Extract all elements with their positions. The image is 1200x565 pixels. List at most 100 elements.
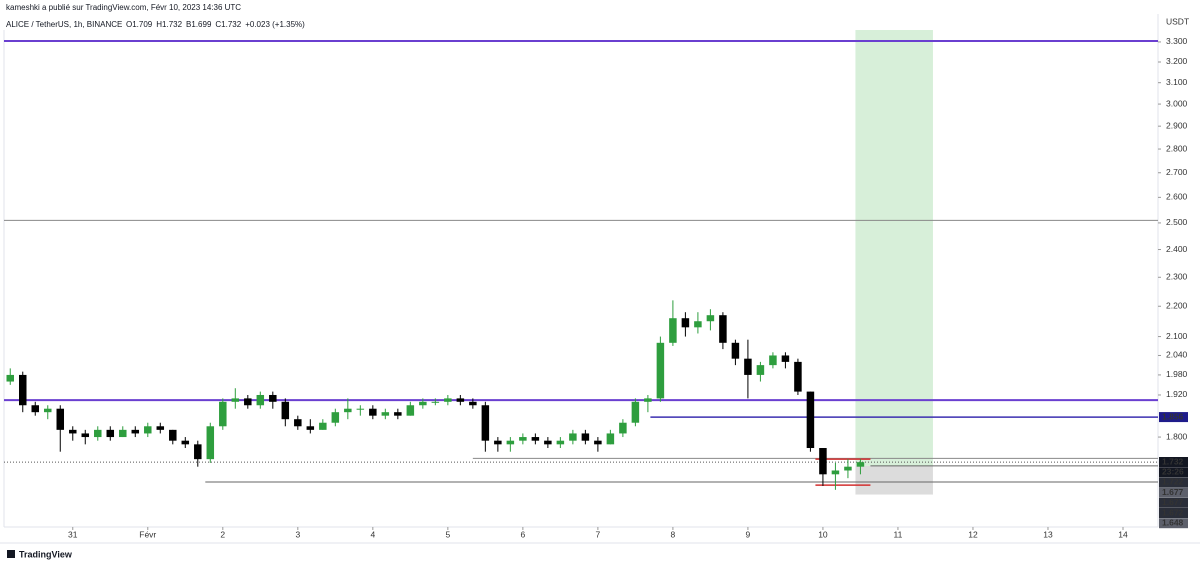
candle-body xyxy=(181,440,190,445)
ohlc-legend: O1.709 xyxy=(126,20,153,29)
candle-body xyxy=(444,398,452,402)
x-tick-label: 2 xyxy=(220,529,225,539)
publisher: kameshki a publié sur TradingView.com, F… xyxy=(6,3,241,12)
price-label-box xyxy=(1159,412,1188,423)
candle-body xyxy=(781,355,790,362)
ohlc-legend: B1.699 xyxy=(186,20,212,29)
candle-body xyxy=(431,401,440,403)
candle-body xyxy=(706,315,715,322)
candle-body xyxy=(31,405,40,413)
candle-body xyxy=(369,408,377,416)
ohlc-legend: +0.023 (+1.35%) xyxy=(245,20,305,29)
price-label: 23:26 xyxy=(1162,466,1184,476)
ohlc-legend: H1.732 xyxy=(156,20,182,29)
price-label: 1.856 xyxy=(1162,411,1184,421)
x-tick-label: 13 xyxy=(1043,529,1053,539)
candle-body xyxy=(731,342,740,359)
candle-body xyxy=(256,394,265,406)
x-tick-label: 3 xyxy=(295,529,300,539)
y-tick-label: 2.800 xyxy=(1166,143,1188,153)
x-tick-label: 11 xyxy=(894,529,903,539)
price-label: 1.732 xyxy=(1162,456,1184,466)
candle-body xyxy=(144,426,152,434)
candle-body xyxy=(269,394,277,402)
x-tick-label: 6 xyxy=(520,529,525,539)
x-tick-label: 14 xyxy=(1118,529,1128,539)
candle-body xyxy=(419,401,427,406)
candle-body xyxy=(81,433,90,438)
y-tick-label: 2.300 xyxy=(1166,272,1188,282)
profit-zone xyxy=(855,30,933,466)
candle-body xyxy=(769,355,777,366)
candle-body xyxy=(606,433,615,445)
x-tick-label: 12 xyxy=(968,529,978,539)
candle-body xyxy=(394,412,402,416)
candle-body xyxy=(244,398,252,406)
candle-body xyxy=(381,412,390,416)
candle-body xyxy=(656,342,665,399)
y-tick-label: 2.500 xyxy=(1166,217,1188,227)
candle-body xyxy=(194,444,202,460)
candle-body xyxy=(406,405,415,416)
candle-body xyxy=(806,391,815,449)
y-tick-label: 1.920 xyxy=(1166,389,1188,399)
candle-body xyxy=(481,405,490,441)
x-tick-label: 4 xyxy=(370,529,375,539)
candle-body xyxy=(206,426,215,460)
y-tick-label: 3.300 xyxy=(1166,36,1188,46)
y-tick-label: 1.980 xyxy=(1166,369,1188,379)
candle-body xyxy=(681,318,690,328)
candle-body xyxy=(281,401,290,420)
candle-body xyxy=(56,408,65,430)
candle-body xyxy=(719,315,727,343)
x-tick-label: 10 xyxy=(818,529,828,539)
candle-body xyxy=(356,408,365,410)
brand-logo xyxy=(7,550,15,558)
price-label: 1.677 xyxy=(1162,497,1184,507)
price-label-box xyxy=(1159,467,1188,478)
candle-body xyxy=(644,398,652,402)
candle-body xyxy=(119,429,127,438)
symbol-title: ALICE / TetherUS, 1h, BINANCE xyxy=(6,20,122,29)
candle-body xyxy=(569,433,577,441)
candle-body xyxy=(844,466,852,471)
candle-body xyxy=(231,398,240,402)
candle-body xyxy=(169,429,177,441)
y-tick-label: 3.000 xyxy=(1166,98,1188,108)
y-tick-label: 2.100 xyxy=(1166,331,1188,341)
candle-body xyxy=(331,412,340,423)
y-tick-label: 2.600 xyxy=(1166,192,1188,202)
candle-body xyxy=(19,374,27,406)
candle-body xyxy=(319,422,327,430)
candle-body xyxy=(619,422,627,434)
candle-body xyxy=(94,429,102,438)
candle-body xyxy=(831,470,840,475)
candle-body xyxy=(6,374,15,382)
candle-body xyxy=(519,437,527,441)
candle-body xyxy=(631,401,640,423)
x-tick-label: 7 xyxy=(596,529,601,539)
candle-body xyxy=(131,429,140,434)
y-tick-label: 3.100 xyxy=(1166,77,1188,87)
candle-body xyxy=(506,440,515,445)
brand: TradingView xyxy=(19,549,73,559)
x-tick-label: 5 xyxy=(445,529,450,539)
x-tick-label: 31 xyxy=(68,529,78,539)
price-label-box xyxy=(1159,457,1188,467)
candle-body xyxy=(856,462,865,467)
candle-body xyxy=(819,448,827,475)
y-tick-label: 2.400 xyxy=(1166,244,1188,254)
candle-body xyxy=(156,426,165,430)
y-tick-label: 3.200 xyxy=(1166,56,1188,66)
candle-body xyxy=(494,440,502,445)
x-tick-label: 9 xyxy=(746,529,751,539)
candle-body xyxy=(694,321,702,328)
price-label: 1.648 xyxy=(1162,517,1184,527)
y-tick-label: 2.900 xyxy=(1166,120,1188,130)
x-tick-label: Févr xyxy=(139,529,156,539)
candle-body xyxy=(69,429,77,434)
candle-body xyxy=(531,437,540,441)
candle-body xyxy=(556,440,565,445)
